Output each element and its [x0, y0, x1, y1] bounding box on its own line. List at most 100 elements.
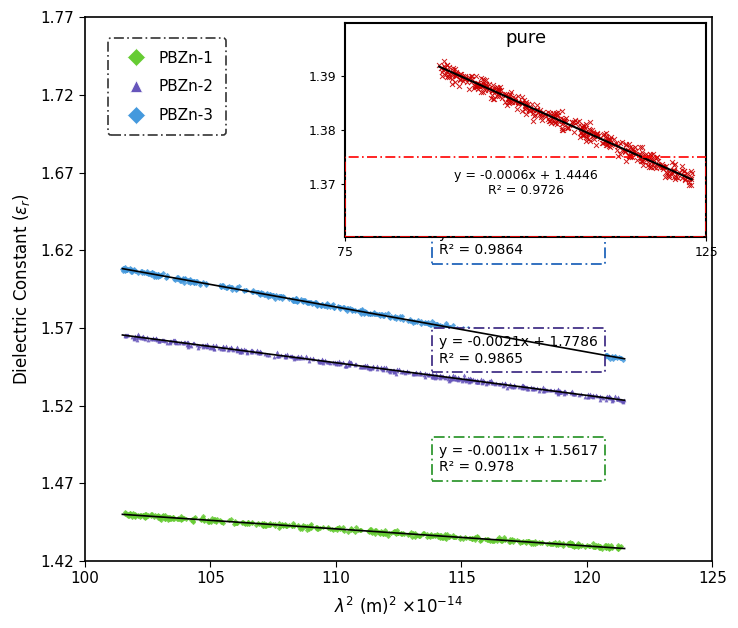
Point: [407, 316, 418, 326]
Point: [443, 531, 455, 541]
Point: [430, 372, 441, 382]
Point: [438, 321, 450, 331]
Point: [170, 337, 182, 347]
Point: [280, 351, 292, 361]
Point: [389, 311, 401, 321]
Point: [262, 290, 274, 300]
Point: [142, 509, 154, 519]
Point: [522, 338, 534, 349]
Point: [477, 375, 489, 385]
Point: [566, 538, 578, 548]
Point: [238, 344, 250, 354]
Point: [128, 265, 140, 275]
Point: [444, 372, 455, 382]
Point: [307, 298, 319, 308]
Point: [156, 335, 168, 345]
Point: [311, 524, 323, 534]
Point: [511, 535, 523, 545]
Point: [423, 531, 435, 541]
Point: [291, 296, 303, 306]
Point: [310, 522, 322, 532]
Point: [241, 284, 252, 295]
Point: [600, 542, 612, 552]
Point: [273, 291, 285, 301]
Point: [450, 374, 462, 384]
Point: [476, 377, 488, 387]
Point: [300, 295, 311, 305]
Point: [404, 529, 416, 539]
Point: [446, 372, 458, 382]
Point: [557, 541, 569, 551]
Point: [573, 390, 584, 400]
Point: [182, 339, 194, 349]
Point: [350, 306, 362, 316]
Point: [163, 514, 175, 524]
Point: [279, 519, 291, 529]
Point: [388, 311, 400, 322]
Point: [277, 521, 289, 531]
Point: [603, 393, 615, 403]
Point: [207, 344, 219, 354]
Point: [550, 387, 562, 397]
Point: [337, 522, 349, 532]
Point: [232, 345, 244, 355]
Point: [289, 296, 300, 306]
Point: [268, 519, 280, 529]
Point: [475, 374, 487, 384]
Point: [520, 337, 532, 347]
Point: [120, 331, 132, 341]
Point: [600, 543, 612, 553]
Point: [603, 391, 615, 401]
Point: [261, 290, 273, 300]
Point: [579, 542, 591, 552]
Point: [182, 337, 194, 347]
Point: [145, 509, 157, 519]
Point: [475, 327, 486, 337]
Point: [179, 337, 191, 347]
Point: [287, 352, 299, 362]
Point: [520, 536, 531, 546]
Point: [360, 362, 372, 372]
Point: [221, 283, 232, 293]
Point: [396, 311, 408, 322]
Point: [398, 366, 410, 376]
Point: [359, 360, 370, 371]
Point: [382, 528, 393, 538]
Point: [516, 537, 528, 547]
Point: [527, 539, 539, 549]
Point: [517, 382, 528, 392]
Point: [199, 340, 210, 350]
Point: [448, 532, 460, 542]
Point: [457, 323, 469, 333]
Point: [236, 519, 248, 529]
Point: [390, 369, 401, 379]
Point: [462, 374, 474, 384]
Point: [256, 520, 268, 530]
Point: [529, 338, 541, 348]
Point: [570, 346, 582, 356]
Point: [440, 529, 452, 539]
Point: [530, 536, 542, 546]
Point: [231, 282, 243, 292]
Point: [187, 276, 199, 286]
Point: [615, 353, 627, 363]
Point: [170, 337, 182, 347]
Point: [137, 510, 149, 520]
Point: [348, 305, 359, 315]
Point: [540, 385, 552, 395]
Point: [565, 540, 576, 550]
Point: [539, 384, 551, 394]
Point: [615, 394, 627, 404]
Point: [575, 541, 587, 551]
Point: [376, 309, 387, 319]
Point: [152, 510, 164, 520]
Point: [295, 522, 307, 533]
Point: [301, 521, 313, 531]
Point: [411, 317, 423, 327]
Point: [164, 512, 176, 522]
Point: [145, 269, 157, 279]
Point: [155, 271, 167, 281]
Point: [471, 533, 483, 543]
Point: [359, 306, 371, 317]
Point: [345, 358, 357, 368]
